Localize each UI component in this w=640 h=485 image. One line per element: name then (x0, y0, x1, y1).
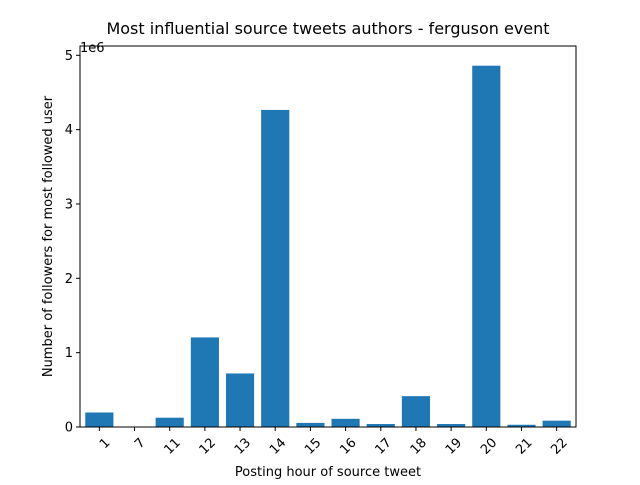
x-tick-label: 21 (513, 435, 535, 457)
x-tick-label: 18 (408, 435, 430, 457)
bar-hour-13 (226, 373, 254, 427)
bar-hour-22 (543, 421, 571, 427)
bar-hour-15 (296, 423, 324, 427)
x-tick-label: 1 (97, 435, 113, 451)
bar-hour-11 (156, 418, 184, 427)
x-tick-label: 16 (337, 435, 359, 457)
y-tick-label: 5 (65, 49, 73, 64)
y-axis-offset-label: 1e6 (80, 41, 105, 56)
x-axis-label: Posting hour of source tweet (235, 465, 421, 480)
plot-frame (80, 46, 576, 427)
x-tick-label: 22 (548, 435, 570, 457)
bar-hour-16 (332, 419, 360, 427)
x-tick-label: 19 (443, 435, 465, 457)
bar-hour-20 (472, 66, 500, 427)
x-tick-label: 20 (478, 435, 500, 457)
bar-hour-14 (261, 110, 289, 427)
bar-hour-12 (191, 337, 219, 427)
x-tick-label: 12 (197, 435, 219, 457)
chart-title: Most influential source tweets authors -… (106, 19, 549, 38)
y-axis-label: Number of followers for most followed us… (41, 95, 56, 377)
y-axis-ticks: 0 1 2 3 4 5 (65, 49, 80, 436)
bars-group (85, 66, 570, 427)
bar-hour-18 (402, 396, 430, 427)
x-tick-label: 11 (161, 435, 183, 457)
y-tick-label: 4 (65, 123, 73, 138)
y-tick-label: 2 (65, 272, 73, 287)
x-tick-label: 14 (267, 435, 289, 457)
y-tick-label: 1 (65, 346, 73, 361)
y-tick-label: 3 (65, 197, 73, 212)
bar-hour-1 (85, 413, 113, 428)
x-tick-label: 17 (373, 435, 395, 457)
y-tick-label: 0 (65, 421, 73, 436)
x-tick-label: 15 (302, 435, 324, 457)
x-tick-label: 13 (232, 435, 254, 457)
x-tick-label: 7 (132, 435, 148, 451)
